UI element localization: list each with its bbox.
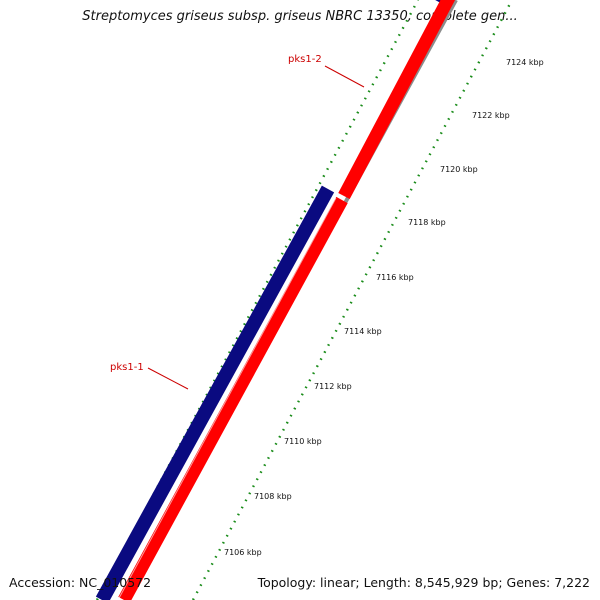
gene-label-pks1-1[interactable]: pks1-1	[110, 362, 144, 373]
gene-track	[95, 185, 348, 600]
tick-label-7118: 7118 kbp	[408, 218, 446, 227]
tick-label-7114: 7114 kbp	[344, 327, 382, 336]
gene-label-pks1-2[interactable]: pks1-2	[288, 54, 322, 65]
accession-label: Accession: NC_010572	[9, 575, 152, 590]
tick-label-7120: 7120 kbp	[440, 165, 478, 174]
pks1-2-leader	[324, 65, 365, 88]
pks1-1-leader	[147, 367, 189, 390]
tick-label-7116: 7116 kbp	[376, 273, 414, 282]
reverse-strand[interactable]	[118, 196, 348, 600]
tick-label-7124: 7124 kbp	[506, 58, 544, 67]
tick-label-7106: 7106 kbp	[224, 548, 262, 557]
tick-label-7108: 7108 kbp	[254, 492, 292, 501]
forward-strand[interactable]	[95, 185, 335, 600]
tick-labels: 7106 kbp 7108 kbp 7110 kbp 7112 kbp 7114…	[224, 58, 544, 557]
reverse-strand-upper[interactable]	[338, 0, 456, 200]
tick-label-7110: 7110 kbp	[284, 437, 322, 446]
inner-tick-row	[191, 0, 514, 600]
tick-label-7122: 7122 kbp	[472, 111, 510, 120]
genome-summary: Topology: linear; Length: 8,545,929 bp; …	[257, 575, 590, 590]
upper-track	[338, 0, 456, 200]
map-title: Streptomyces griseus subsp. griseus NBRC…	[82, 9, 518, 24]
tick-label-7112: 7112 kbp	[314, 382, 352, 391]
strand-highlight	[117, 197, 337, 600]
